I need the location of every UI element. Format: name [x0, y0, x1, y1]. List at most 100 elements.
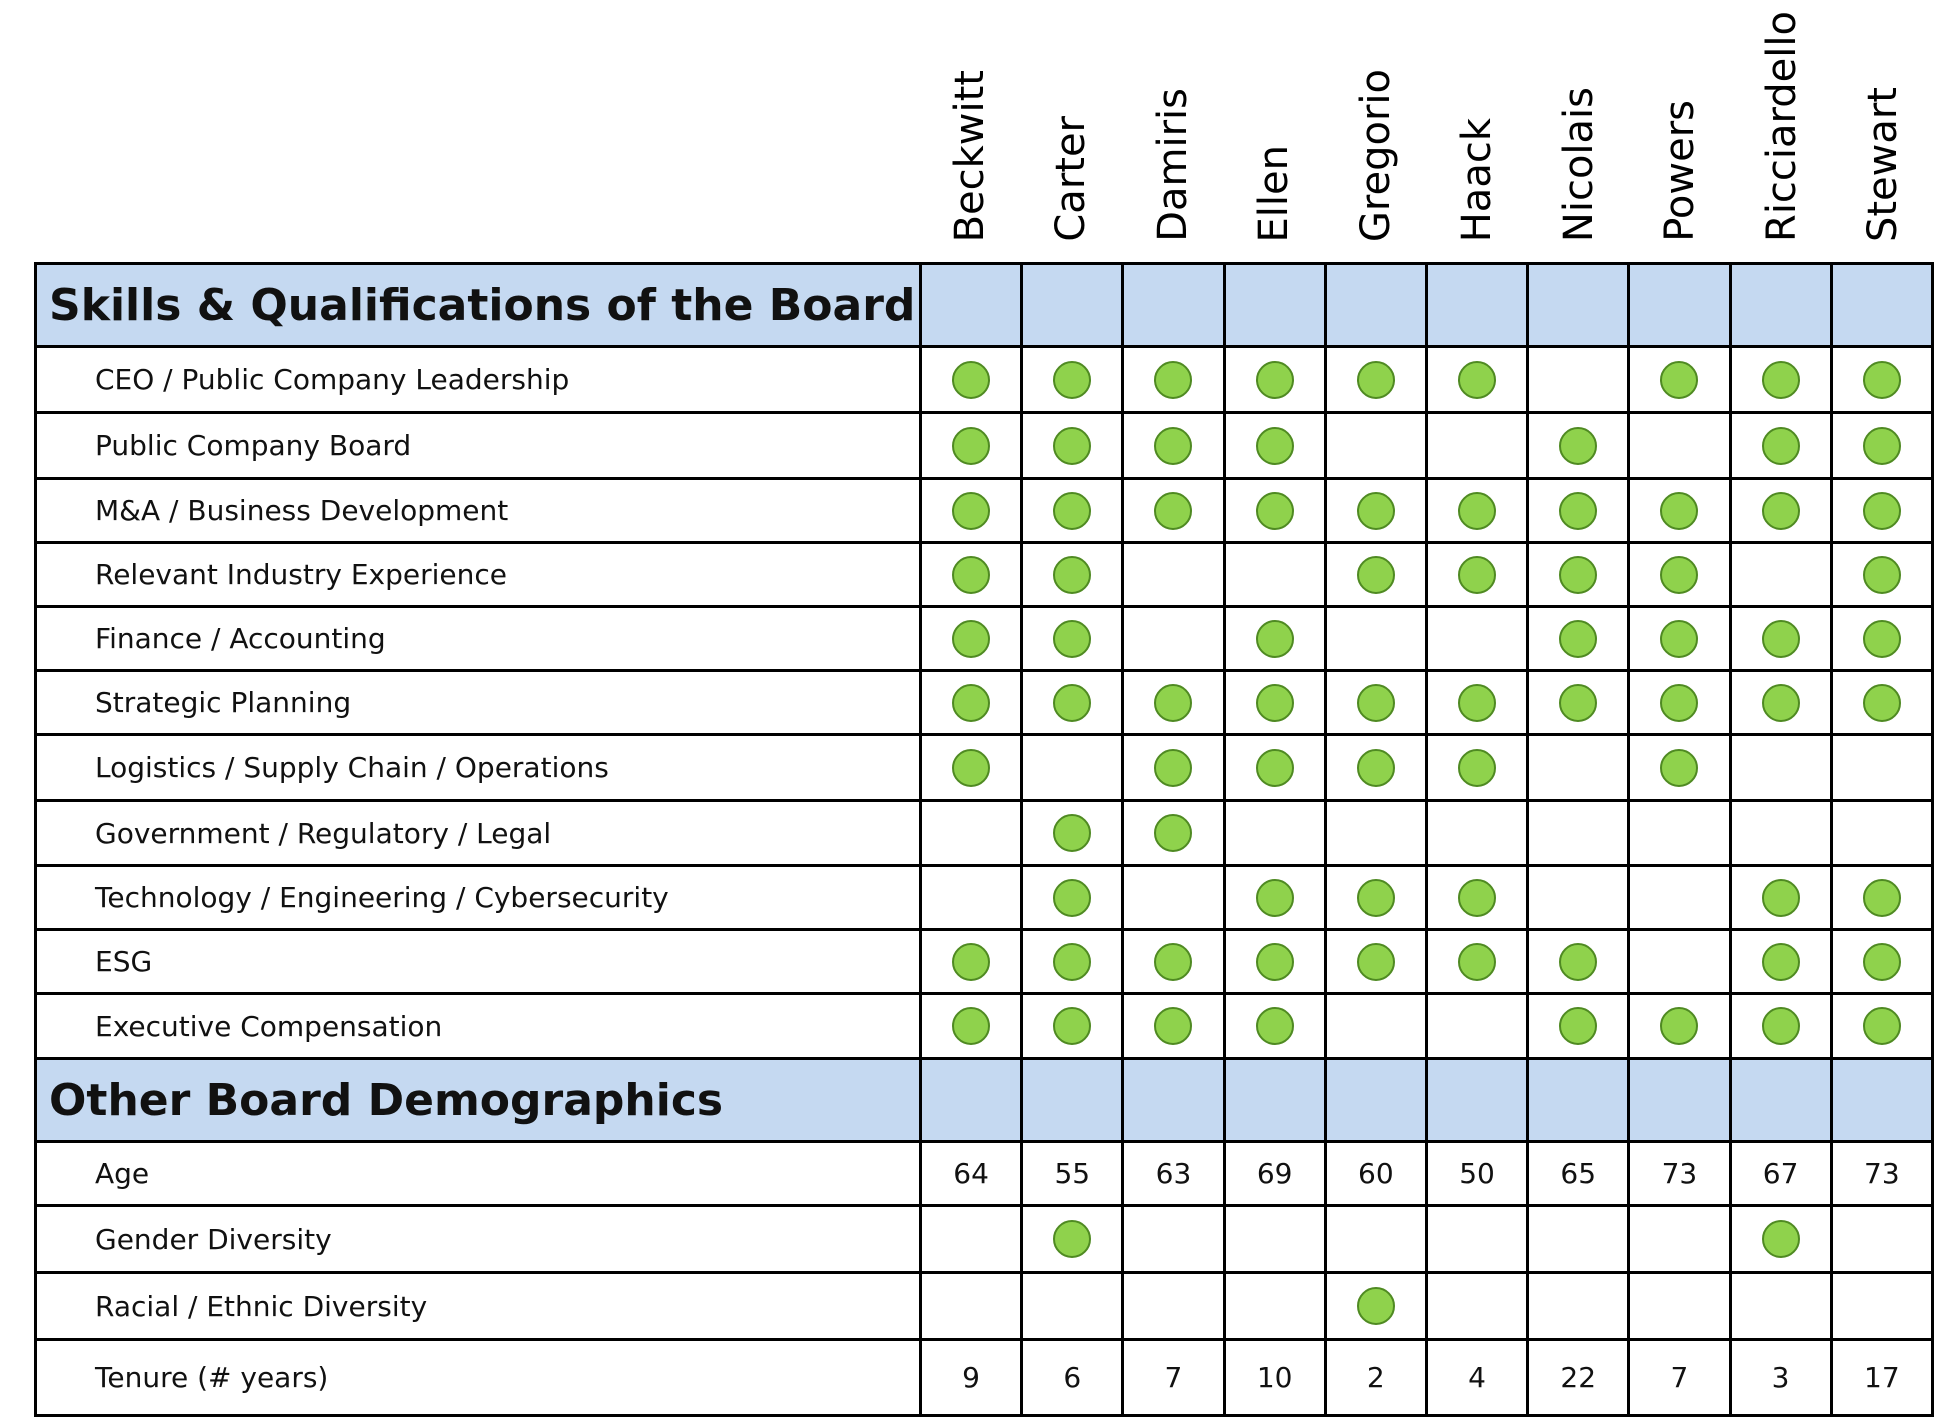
matrix-cell	[1829, 1271, 1935, 1341]
matrix-cell	[1526, 1204, 1631, 1274]
matrix-cell	[1424, 477, 1530, 544]
cell-value: 64	[953, 1157, 989, 1190]
section-header-cell	[1222, 1057, 1327, 1143]
matrix-cell	[1424, 605, 1530, 672]
matrix-cell: 60	[1323, 1140, 1428, 1207]
check-dot-icon	[1053, 878, 1092, 917]
matrix-cell	[1424, 992, 1530, 1060]
check-dot-icon	[1862, 1007, 1901, 1045]
matrix-cell: 73	[1627, 1140, 1732, 1207]
check-dot-icon	[1761, 1007, 1800, 1045]
matrix-cell	[1222, 605, 1327, 672]
matrix-cell	[918, 1204, 1024, 1274]
matrix-cell	[1222, 864, 1327, 931]
table-row: Public Company Board	[34, 411, 1935, 480]
matrix-cell	[1728, 477, 1833, 544]
section-header-cell	[918, 1057, 1024, 1143]
matrix-cell	[1121, 928, 1226, 995]
check-dot-icon	[1053, 619, 1092, 658]
matrix-cell	[918, 733, 1024, 802]
matrix-cell	[1728, 799, 1833, 867]
member-name-label: Ellen	[1251, 144, 1298, 242]
check-dot-icon	[952, 1007, 991, 1045]
section-header-cell	[1627, 262, 1732, 348]
matrix-cell	[1829, 992, 1935, 1060]
matrix-cell	[1526, 864, 1631, 931]
check-dot-icon	[1761, 1220, 1800, 1258]
matrix-cell	[918, 864, 1024, 931]
matrix-cell	[1323, 992, 1428, 1060]
section-header-cell	[1728, 1057, 1833, 1143]
check-dot-icon	[1154, 360, 1193, 399]
cell-value: 63	[1155, 1157, 1192, 1190]
header-spacer	[34, 0, 919, 262]
check-dot-icon	[1458, 555, 1497, 594]
check-dot-icon	[1255, 491, 1294, 530]
check-dot-icon	[1053, 1220, 1092, 1258]
cell-value: 7	[1164, 1361, 1183, 1394]
matrix-cell	[1323, 1271, 1428, 1341]
row-label: Technology / Engineering / Cybersecurity	[34, 864, 922, 931]
check-dot-icon	[1761, 619, 1800, 658]
matrix-cell	[1222, 669, 1327, 736]
cell-value: 73	[1661, 1157, 1698, 1190]
cell-value: 3	[1771, 1361, 1790, 1394]
check-dot-icon	[1053, 555, 1092, 594]
section-header-cell	[1424, 1057, 1530, 1143]
check-dot-icon	[1154, 814, 1193, 852]
check-dot-icon	[1356, 1287, 1395, 1325]
matrix-cell	[1627, 411, 1732, 480]
matrix-cell	[1627, 605, 1732, 672]
check-dot-icon	[1356, 748, 1395, 787]
check-dot-icon	[1559, 683, 1598, 722]
matrix-cell	[1526, 477, 1631, 544]
matrix-cell	[1424, 669, 1530, 736]
matrix-cell	[1323, 733, 1428, 802]
matrix-cell	[1627, 928, 1732, 995]
check-dot-icon	[1255, 942, 1294, 981]
check-dot-icon	[1255, 878, 1294, 917]
matrix-cell	[1323, 605, 1428, 672]
matrix-cell	[1121, 411, 1226, 480]
matrix-cell: 67	[1728, 1140, 1833, 1207]
matrix-cell	[1020, 992, 1125, 1060]
section-header-cell	[1627, 1057, 1732, 1143]
matrix-cell	[1121, 864, 1226, 931]
matrix-cell	[1121, 477, 1226, 544]
member-name-beckwitt: Beckwitt	[919, 0, 1021, 262]
member-name-label: Carter	[1048, 116, 1095, 242]
check-dot-icon	[1053, 942, 1092, 981]
check-dot-icon	[952, 619, 991, 658]
check-dot-icon	[1660, 491, 1699, 530]
member-name-label: Damiris	[1149, 88, 1196, 242]
check-dot-icon	[952, 491, 991, 530]
member-name-stewart: Stewart	[1833, 0, 1935, 262]
matrix-cell	[1121, 541, 1226, 608]
matrix-cell	[1323, 345, 1428, 414]
matrix-cell	[1627, 733, 1732, 802]
check-dot-icon	[1660, 748, 1699, 787]
member-name-ellen: Ellen	[1224, 0, 1326, 262]
matrix-cell: 64	[918, 1140, 1024, 1207]
cell-value: 7	[1670, 1361, 1689, 1394]
cell-value: 17	[1864, 1361, 1900, 1394]
check-dot-icon	[1154, 683, 1193, 722]
matrix-cell	[1526, 928, 1631, 995]
matrix-cell	[918, 928, 1024, 995]
check-dot-icon	[1255, 748, 1294, 787]
matrix-cell	[1526, 733, 1631, 802]
cell-value: 4	[1468, 1361, 1486, 1394]
matrix-cell	[918, 669, 1024, 736]
matrix-cell	[1424, 864, 1530, 931]
matrix-cell	[918, 345, 1024, 414]
check-dot-icon	[1862, 619, 1901, 658]
matrix-cell	[1728, 605, 1833, 672]
matrix-cell	[1121, 799, 1226, 867]
matrix-cell: 4	[1424, 1338, 1530, 1417]
check-dot-icon	[1559, 619, 1598, 658]
matrix-cell	[1424, 799, 1530, 867]
matrix-cell	[1424, 733, 1530, 802]
matrix-cell	[1627, 541, 1732, 608]
check-dot-icon	[1862, 683, 1901, 722]
check-dot-icon	[1458, 878, 1497, 917]
